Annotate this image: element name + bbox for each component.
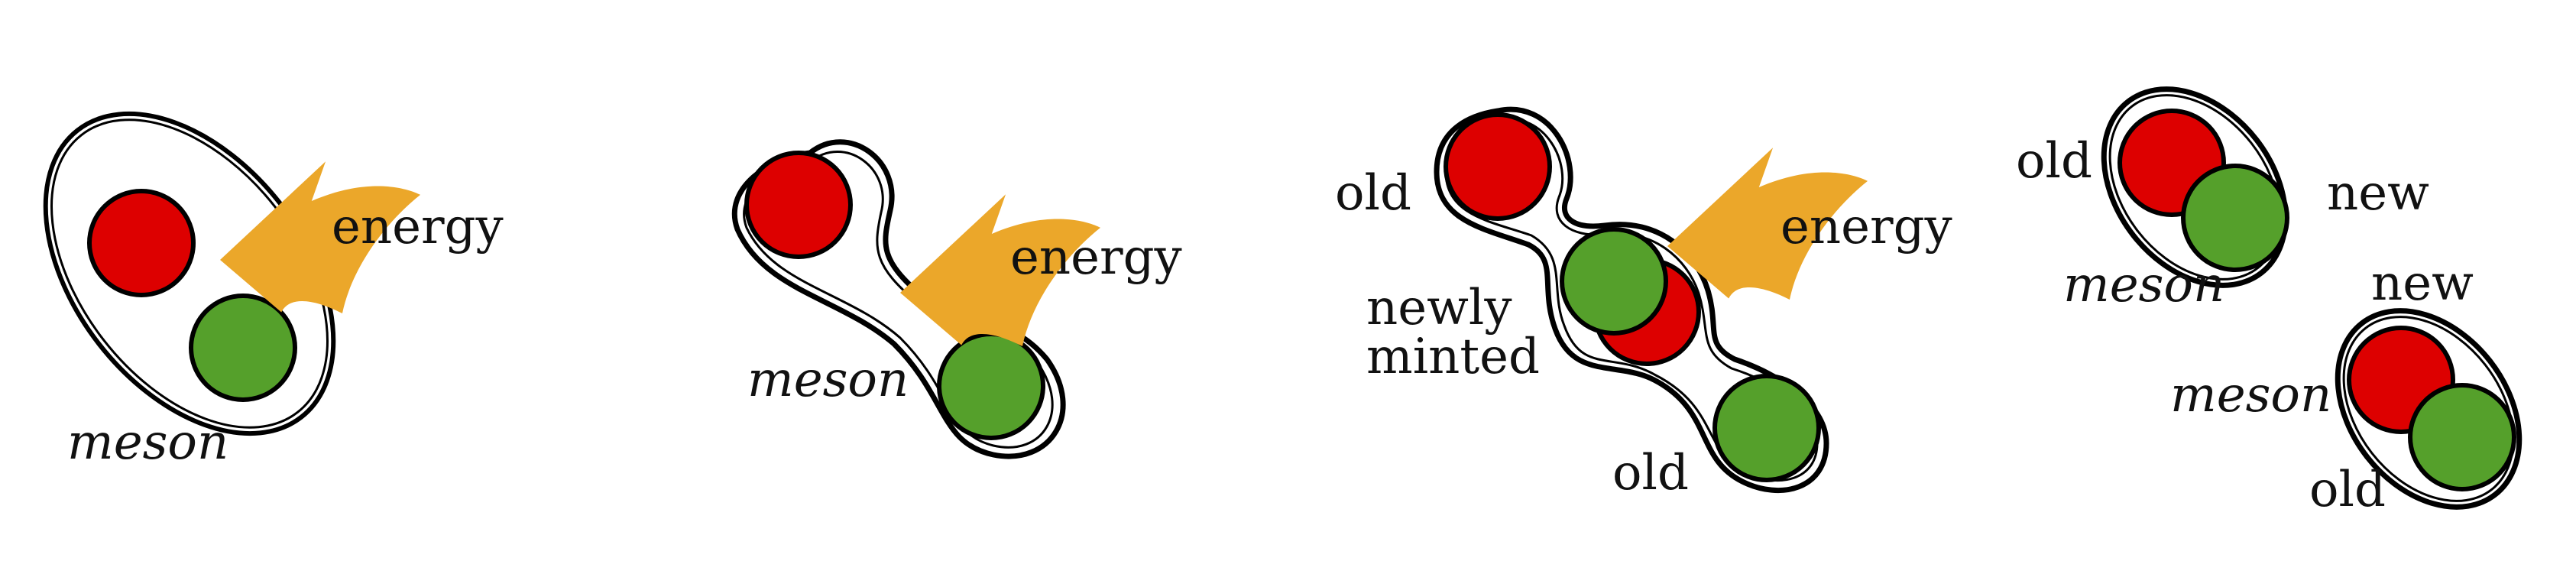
energy-label: energy xyxy=(1781,199,1952,255)
newly-label: newly xyxy=(1366,280,1512,336)
panel-3: old energy newly minted old xyxy=(1335,106,1952,501)
green-quark xyxy=(937,332,1045,440)
new-label-bottom: new xyxy=(2371,255,2474,312)
energy-label: energy xyxy=(332,199,504,255)
meson-label-top: meson xyxy=(2063,257,2224,313)
old-label-bottom: old xyxy=(1612,445,1689,501)
minted-label: minted xyxy=(1366,329,1540,385)
panel-1: energy meson xyxy=(43,111,504,471)
old-label-top: old xyxy=(1335,165,1411,222)
meson-label: meson xyxy=(747,352,909,408)
red-quark xyxy=(1444,112,1552,221)
new-label-top: new xyxy=(2327,165,2429,222)
green-quark xyxy=(2408,383,2516,491)
red-quark xyxy=(87,189,196,297)
green-quark xyxy=(1712,374,1821,482)
new-green-quark xyxy=(1560,227,1668,336)
green-quark xyxy=(189,294,297,402)
meson-label-bottom: meson xyxy=(2170,367,2331,423)
old-label-bottom: old xyxy=(2309,462,2386,518)
energy-label: energy xyxy=(1010,229,1182,286)
red-quark xyxy=(744,151,853,259)
panel-2: energy meson xyxy=(731,139,1182,459)
green-quark xyxy=(2181,164,2289,272)
panel-4: old new meson new meson old xyxy=(2016,86,2523,518)
meson-label: meson xyxy=(67,414,228,471)
old-label-top: old xyxy=(2016,133,2092,190)
